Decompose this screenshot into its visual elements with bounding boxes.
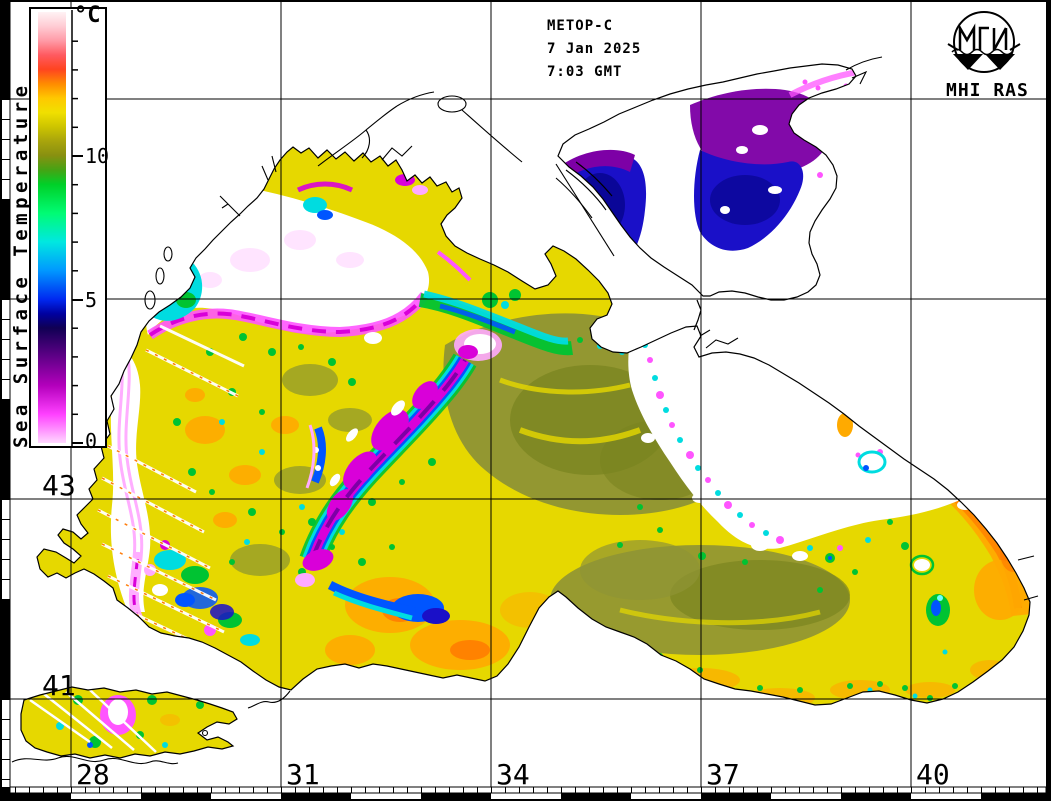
shelf-olive — [230, 364, 372, 576]
sst-field-marmara — [29, 689, 231, 753]
lon-label-31: 31 — [286, 758, 320, 791]
lat-label-43: 43 — [42, 469, 76, 502]
coastlines — [11, 56, 1039, 765]
marmara-hatch — [29, 689, 157, 753]
azov-east-holes — [720, 125, 782, 214]
mhi-ras-logo: MHI RAS — [946, 11, 1029, 101]
lon-label-40: 40 — [916, 758, 950, 791]
se-cold-spots — [825, 553, 950, 626]
colorbar-title: Sea Surface Temperature — [10, 81, 32, 448]
lat-label-41: 41 — [42, 669, 76, 702]
colorbar: 10 5 0 °C Sea Surface Temperature — [10, 3, 109, 453]
image-time: 7:03 GMT — [547, 64, 622, 80]
logo-monogram-icon — [947, 23, 1021, 51]
satellite-name: METOP-C — [547, 18, 613, 34]
logo-wave-icon — [951, 48, 1013, 56]
bottom-degree-ruler — [9, 792, 1047, 801]
sw-cold-mottle — [144, 540, 260, 646]
image-date: 7 Jan 2025 — [547, 41, 641, 57]
lon-label-34: 34 — [496, 758, 530, 791]
colorbar-tick-5: 5 — [85, 288, 97, 312]
logo-label: MHI RAS — [946, 80, 1029, 101]
coast-details — [11, 56, 1039, 765]
pale-pink-inside-white — [198, 230, 364, 288]
logo-circle-icon — [953, 11, 1015, 73]
logo-wing-left-icon — [953, 54, 983, 70]
colorbar-unit: °C — [74, 3, 101, 28]
logo-wing-right-icon — [985, 54, 1015, 70]
colorbar-tick-0: 0 — [85, 429, 97, 453]
lon-label-28: 28 — [76, 758, 110, 791]
lon-label-37: 37 — [706, 758, 740, 791]
axis-labels: 43 41 28 31 34 37 40 — [42, 469, 950, 791]
kerch-strait — [693, 299, 702, 331]
colorbar-minor-ticks — [72, 40, 78, 416]
marmara-specks — [73, 695, 231, 748]
cold-filament — [295, 345, 478, 587]
colorbar-major-ticks — [72, 155, 83, 444]
sst-field-basin — [97, 174, 1030, 705]
colorbar-tick-10: 10 — [85, 144, 109, 168]
colorbar-gradient — [38, 12, 66, 443]
image-header: METOP-C 7 Jan 2025 7:03 GMT — [547, 18, 641, 80]
